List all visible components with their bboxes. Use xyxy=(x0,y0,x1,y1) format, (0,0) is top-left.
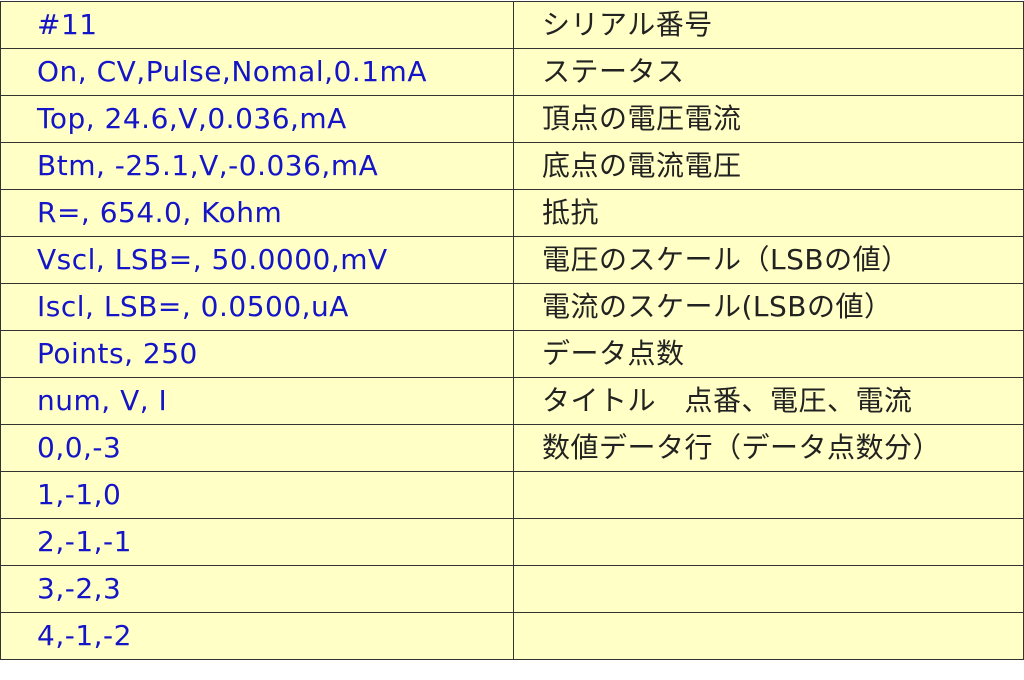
description-cell xyxy=(513,518,1024,566)
description-cell: 頂点の電圧電流 xyxy=(513,95,1024,143)
description-cell: 電流のスケール(LSBの値） xyxy=(513,283,1024,331)
table-row: Points, 250 データ点数 xyxy=(0,330,1024,378)
table-row: num, V, I タイトル 点番、電圧、電流 xyxy=(0,377,1024,425)
value-cell: Btm, -25.1,V,-0.036,mA xyxy=(0,142,514,190)
table-row: Vscl, LSB=, 50.0000,mV 電圧のスケール（LSBの値） xyxy=(0,236,1024,284)
value-cell: Points, 250 xyxy=(0,330,514,378)
table-body: #11 シリアル番号 On, CV,Pulse,Nomal,0.1mA ステータス To… xyxy=(0,1,1024,660)
table-row: Top, 24.6,V,0.036,mA 頂点の電圧電流 xyxy=(0,95,1024,143)
description-cell: シリアル番号 xyxy=(513,1,1024,49)
value-cell: 0,0,-3 xyxy=(0,424,514,472)
value-cell: 2,-1,-1 xyxy=(0,518,514,566)
value-cell: 4,-1,-2 xyxy=(0,612,514,660)
value-cell: 3,-2,3 xyxy=(0,565,514,613)
description-cell: 抵抗 xyxy=(513,189,1024,237)
table-row: 2,-1,-1 xyxy=(0,518,1024,566)
value-cell: num, V, I xyxy=(0,377,514,425)
value-cell: Vscl, LSB=, 50.0000,mV xyxy=(0,236,514,284)
table-row: Btm, -25.1,V,-0.036,mA 底点の電流電圧 xyxy=(0,142,1024,190)
table-row: 1,-1,0 xyxy=(0,471,1024,519)
value-cell: Top, 24.6,V,0.036,mA xyxy=(0,95,514,143)
description-cell xyxy=(513,471,1024,519)
value-cell: Iscl, LSB=, 0.0500,uA xyxy=(0,283,514,331)
description-cell: 電圧のスケール（LSBの値） xyxy=(513,236,1024,284)
value-cell: R=, 654.0, Kohm xyxy=(0,189,514,237)
table-row: Iscl, LSB=, 0.0500,uA 電流のスケール(LSBの値） xyxy=(0,283,1024,331)
file-format-table: #11 シリアル番号 On, CV,Pulse,Nomal,0.1mA ステータス To… xyxy=(0,1,1024,660)
description-cell xyxy=(513,612,1024,660)
table-row: On, CV,Pulse,Nomal,0.1mA ステータス xyxy=(0,48,1024,96)
table-row: 4,-1,-2 xyxy=(0,612,1024,660)
description-cell: データ点数 xyxy=(513,330,1024,378)
description-cell: ステータス xyxy=(513,48,1024,96)
description-cell xyxy=(513,565,1024,613)
table-row: 0,0,-3 数値データ行（データ点数分） xyxy=(0,424,1024,472)
description-cell: タイトル 点番、電圧、電流 xyxy=(513,377,1024,425)
value-cell: On, CV,Pulse,Nomal,0.1mA xyxy=(0,48,514,96)
value-cell: 1,-1,0 xyxy=(0,471,514,519)
table-row: #11 シリアル番号 xyxy=(0,1,1024,49)
description-cell: 底点の電流電圧 xyxy=(513,142,1024,190)
table-row: R=, 654.0, Kohm 抵抗 xyxy=(0,189,1024,237)
table-row: 3,-2,3 xyxy=(0,565,1024,613)
description-cell: 数値データ行（データ点数分） xyxy=(513,424,1024,472)
value-cell: #11 xyxy=(0,1,514,49)
